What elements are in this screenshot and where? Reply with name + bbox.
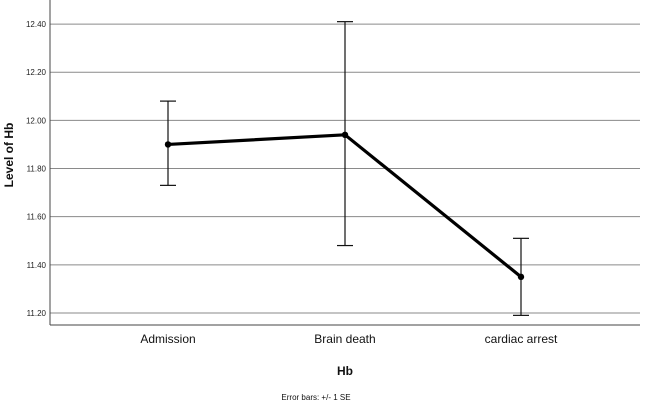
y-tick-label: 11.40 (27, 261, 47, 270)
y-tick-labels: 11.20 11.40 11.60 11.80 12.00 12.20 12.40 (26, 20, 47, 318)
x-tick-label: cardiac arrest (485, 332, 558, 346)
y-tick-label: 11.20 (27, 309, 47, 318)
data-point (164, 141, 172, 148)
y-tick-label: 11.80 (27, 165, 47, 174)
y-axis-title: Level of Hb (2, 123, 16, 188)
y-tick-label: 12.00 (26, 116, 47, 125)
x-tick-label: Brain death (314, 332, 375, 346)
data-point (517, 273, 525, 281)
y-tick-label: 12.40 (26, 20, 47, 29)
data-points (164, 131, 525, 281)
y-tick-label: 12.20 (26, 68, 47, 77)
data-point (341, 131, 349, 139)
x-axis-title: Hb (337, 364, 353, 378)
x-tick-label: Admission (140, 332, 195, 346)
error-bar-footnote: Error bars: +/- 1 SE (281, 393, 350, 402)
x-tick-labels: Admission Brain death cardiac arrest (140, 332, 558, 346)
y-tick-label: 11.60 (27, 213, 47, 222)
